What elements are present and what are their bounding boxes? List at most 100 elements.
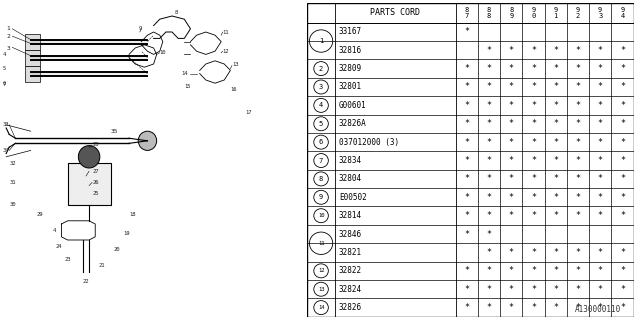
- Text: *: *: [553, 156, 558, 165]
- Text: 10: 10: [160, 50, 166, 55]
- Bar: [68, 163, 111, 205]
- Bar: [24, 34, 40, 50]
- Text: 8
9: 8 9: [509, 7, 513, 19]
- Text: *: *: [486, 174, 492, 183]
- Text: *: *: [465, 101, 469, 110]
- Text: 35: 35: [111, 129, 118, 134]
- Text: 4: 4: [3, 52, 6, 57]
- Text: *: *: [509, 119, 514, 128]
- Text: *: *: [598, 248, 603, 257]
- Text: 3: 3: [319, 84, 323, 90]
- Text: *: *: [486, 266, 492, 275]
- Text: *: *: [509, 285, 514, 294]
- Text: 5: 5: [319, 121, 323, 127]
- Text: *: *: [486, 83, 492, 92]
- Text: 30: 30: [9, 202, 16, 207]
- Text: 7: 7: [3, 82, 6, 87]
- Bar: [24, 50, 40, 66]
- Text: *: *: [620, 174, 625, 183]
- Text: *: *: [509, 211, 514, 220]
- Text: 6: 6: [319, 139, 323, 145]
- Text: *: *: [465, 156, 469, 165]
- Text: *: *: [509, 266, 514, 275]
- Text: *: *: [598, 119, 603, 128]
- Text: *: *: [509, 303, 514, 312]
- Text: *: *: [598, 156, 603, 165]
- Text: 18: 18: [129, 212, 136, 217]
- Text: *: *: [575, 156, 580, 165]
- Text: *: *: [575, 101, 580, 110]
- Text: *: *: [620, 266, 625, 275]
- Text: 9
2: 9 2: [576, 7, 580, 19]
- Text: *: *: [598, 266, 603, 275]
- Text: *: *: [553, 248, 558, 257]
- Text: *: *: [509, 46, 514, 55]
- Text: 8: 8: [175, 10, 179, 15]
- Text: *: *: [575, 303, 580, 312]
- Text: 1: 1: [6, 26, 10, 31]
- Text: *: *: [465, 138, 469, 147]
- Text: 11: 11: [223, 29, 229, 35]
- Text: 21: 21: [99, 263, 105, 268]
- Text: 32814: 32814: [339, 211, 362, 220]
- Text: 27: 27: [92, 169, 99, 174]
- Text: 8
8: 8 8: [487, 7, 491, 19]
- Text: *: *: [531, 193, 536, 202]
- Text: 14: 14: [318, 305, 324, 310]
- Text: *: *: [486, 46, 492, 55]
- Text: 22: 22: [83, 279, 90, 284]
- Text: 13: 13: [232, 61, 239, 67]
- Text: 29: 29: [37, 212, 44, 217]
- Text: *: *: [486, 101, 492, 110]
- Text: *: *: [553, 303, 558, 312]
- Text: 24: 24: [55, 244, 62, 249]
- Text: 32821: 32821: [339, 248, 362, 257]
- Text: *: *: [575, 119, 580, 128]
- Text: *: *: [486, 229, 492, 239]
- Text: A130000110: A130000110: [575, 305, 621, 314]
- Circle shape: [138, 131, 157, 150]
- Text: *: *: [465, 285, 469, 294]
- Text: *: *: [509, 193, 514, 202]
- Circle shape: [78, 146, 100, 168]
- Text: *: *: [620, 248, 625, 257]
- Text: *: *: [553, 266, 558, 275]
- Text: *: *: [598, 101, 603, 110]
- Text: 12: 12: [223, 49, 229, 54]
- Text: *: *: [553, 211, 558, 220]
- Text: E00502: E00502: [339, 193, 367, 202]
- Text: *: *: [531, 46, 536, 55]
- Text: *: *: [465, 193, 469, 202]
- Text: 8: 8: [319, 176, 323, 182]
- Text: *: *: [531, 64, 536, 73]
- Text: *: *: [598, 83, 603, 92]
- Text: *: *: [531, 83, 536, 92]
- Text: *: *: [598, 211, 603, 220]
- Text: 9
3: 9 3: [598, 7, 602, 19]
- Text: *: *: [575, 193, 580, 202]
- Text: *: *: [531, 266, 536, 275]
- Text: 3: 3: [6, 45, 10, 51]
- Text: *: *: [620, 119, 625, 128]
- Text: *: *: [553, 46, 558, 55]
- Text: *: *: [598, 138, 603, 147]
- Text: *: *: [553, 285, 558, 294]
- Text: *: *: [575, 138, 580, 147]
- Text: *: *: [465, 64, 469, 73]
- Text: 8
7: 8 7: [465, 7, 469, 19]
- Text: 31: 31: [9, 180, 16, 185]
- Text: *: *: [531, 119, 536, 128]
- Text: *: *: [553, 174, 558, 183]
- Text: PARTS CORD: PARTS CORD: [371, 8, 420, 17]
- Text: 32: 32: [9, 161, 16, 166]
- Text: *: *: [509, 83, 514, 92]
- Text: 15: 15: [184, 84, 191, 89]
- Text: *: *: [465, 83, 469, 92]
- Text: *: *: [575, 248, 580, 257]
- Text: *: *: [575, 46, 580, 55]
- Text: *: *: [620, 211, 625, 220]
- Text: 2: 2: [319, 66, 323, 72]
- Text: 28: 28: [92, 141, 99, 147]
- Text: 23: 23: [65, 257, 71, 262]
- Text: 9
1: 9 1: [554, 7, 558, 19]
